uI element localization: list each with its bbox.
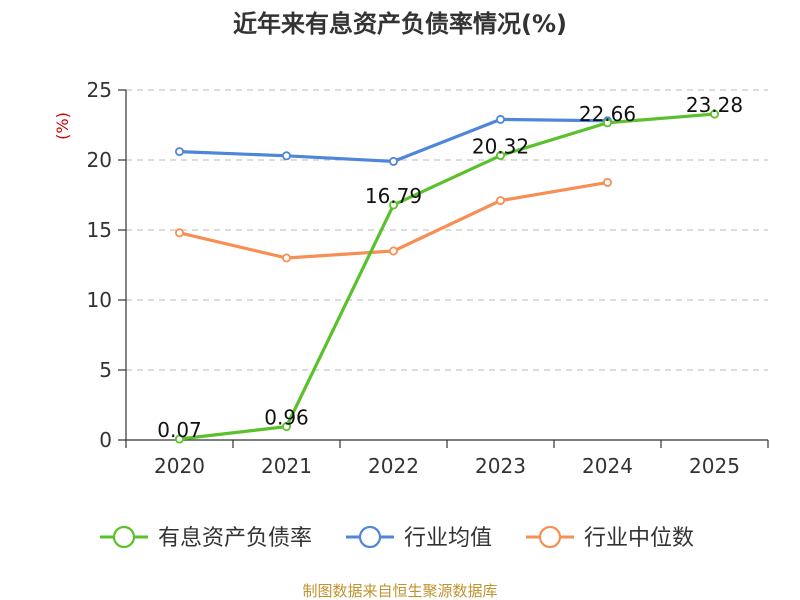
- series-1-point: [495, 114, 505, 124]
- x-tick-label: 2020: [154, 454, 205, 478]
- data-label: 20.32: [472, 135, 529, 159]
- x-tick-label: 2025: [689, 454, 740, 478]
- y-tick-label: 20: [87, 148, 112, 172]
- series-0-point: [710, 109, 720, 119]
- legend: 有息资产负债率 行业均值 行业中位数: [100, 525, 694, 551]
- x-tick-label: 2023: [475, 454, 526, 478]
- series-1-point: [388, 156, 398, 166]
- data-label: 23.28: [686, 93, 743, 117]
- series-0-point: [388, 200, 398, 210]
- grid-lines: [126, 89, 768, 371]
- y-tick-label: 5: [99, 358, 112, 382]
- x-tick-label: 2022: [368, 454, 419, 478]
- series-2-point: [174, 228, 184, 238]
- series-0-point: [603, 118, 613, 128]
- series-0-point: [495, 151, 505, 161]
- legend-label-0: 有息资产负债率: [158, 526, 312, 551]
- data-label: 22.66: [579, 102, 636, 126]
- data-label: 0.07: [157, 418, 202, 442]
- legend-marker-1: [358, 525, 382, 549]
- series-2-point: [388, 246, 398, 256]
- source-note: 制图数据来自恒生聚源数据库: [302, 582, 497, 600]
- series-0-point: [281, 422, 291, 432]
- series-1-point: [281, 151, 291, 161]
- y-tick-label: 0: [99, 428, 112, 452]
- data-labels: 0.07 0.96 16.79 20.32 22.66 23.28: [157, 93, 743, 442]
- series-2-point: [281, 253, 291, 263]
- x-tick-label: 2021: [261, 454, 312, 478]
- data-label: 0.96: [264, 406, 309, 430]
- legend-label-1: 行业均值: [404, 526, 492, 551]
- x-tick-label: 2024: [582, 454, 633, 478]
- series-points: [174, 109, 720, 444]
- legend-marker-2: [538, 525, 562, 549]
- series-line-0: [177, 112, 717, 441]
- series-1-point: [174, 147, 184, 157]
- series-2-point: [603, 177, 613, 187]
- series-line-1: [177, 117, 610, 163]
- legend-marker-0: [112, 525, 136, 549]
- series-2-point: [495, 196, 505, 206]
- y-axis-label: (%): [53, 112, 72, 140]
- y-tick-label: 10: [87, 288, 112, 312]
- y-tick-label: 25: [87, 78, 112, 102]
- chart-title: 近年来有息资产负债率情况(%): [233, 10, 567, 38]
- series-0-point: [174, 434, 184, 444]
- data-label: 16.79: [365, 184, 422, 208]
- legend-label-2: 行业中位数: [584, 526, 694, 551]
- y-tick-label: 15: [87, 218, 112, 242]
- series-lines: [177, 112, 717, 441]
